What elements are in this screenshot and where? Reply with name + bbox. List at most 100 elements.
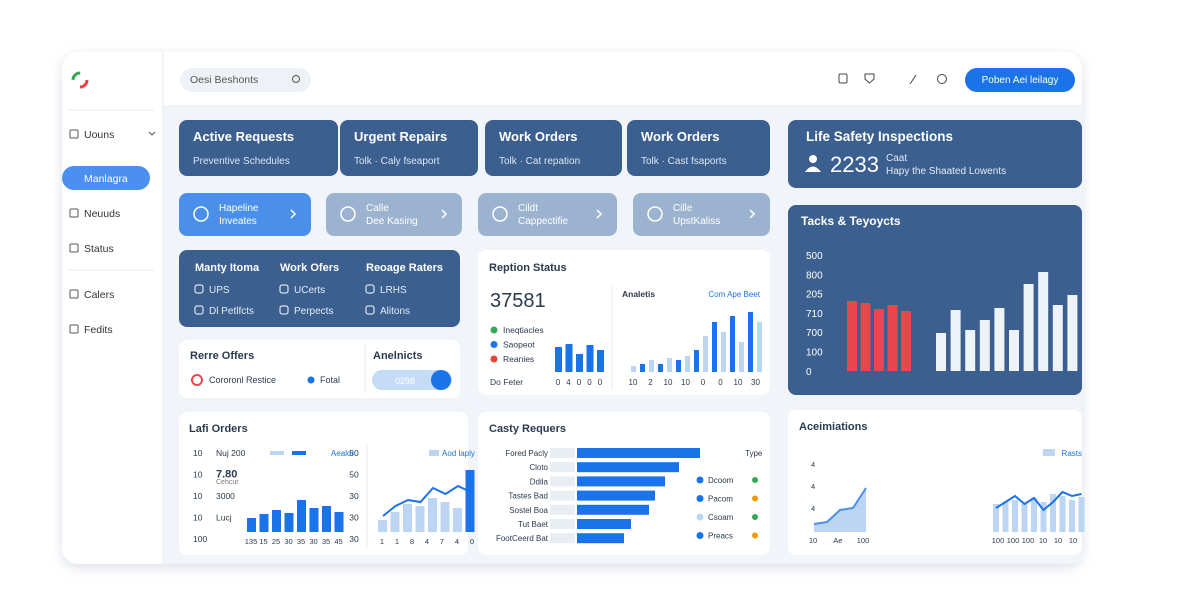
shield-icon[interactable]	[864, 73, 875, 84]
legend-label: Aod laply	[442, 449, 475, 458]
x-tick-label: 15	[259, 537, 267, 546]
big-value: 2233	[830, 152, 879, 177]
tick-label: 700	[806, 328, 823, 339]
search-icon[interactable]	[292, 75, 300, 83]
panel-title: Casty Requers	[489, 423, 566, 435]
chevron	[148, 131, 156, 136]
nav-item[interactable]: Neuuds	[84, 208, 120, 220]
action-label[interactable]: Cappectifie	[518, 216, 568, 227]
nav-active[interactable]	[62, 166, 150, 190]
bar	[874, 309, 884, 371]
action-icon	[193, 206, 209, 222]
bar	[555, 347, 562, 372]
action-label[interactable]: Cildt	[518, 203, 538, 214]
bar	[739, 342, 744, 372]
legend-swatch	[429, 450, 439, 456]
action-label[interactable]: Inveates	[219, 216, 257, 227]
x-tick-label: 100	[1007, 536, 1020, 545]
card-subtitle: Tolk · Caly fseaport	[354, 156, 440, 167]
nav-item[interactable]: Status	[84, 243, 114, 255]
bar	[640, 364, 645, 372]
nav-icon	[69, 289, 79, 299]
legend-dot	[490, 341, 498, 348]
x-tick-label: 0	[470, 537, 474, 546]
x-tick-label: 0	[556, 378, 561, 387]
action-label[interactable]: Cille	[673, 203, 693, 214]
tick-label: 0	[806, 367, 812, 378]
tick-label: 10	[193, 513, 203, 523]
legend-dot	[490, 326, 498, 334]
pill[interactable]	[372, 370, 452, 390]
x-tick-label: 10	[681, 378, 690, 387]
summary-icon	[365, 284, 375, 294]
pill-label[interactable]: 0298	[395, 376, 415, 386]
tasks-panel	[788, 205, 1082, 395]
primary-button[interactable]	[965, 68, 1075, 92]
bar	[721, 332, 726, 372]
stat-card	[627, 120, 770, 176]
x-tick-label: 1	[380, 537, 384, 546]
legend-dot	[696, 513, 704, 521]
tick-label: 30	[349, 513, 359, 523]
action-button[interactable]	[326, 193, 462, 236]
card-note: Hapy the Shaated Lowents	[886, 166, 1006, 177]
x-tick-label: 35	[297, 537, 305, 546]
panel-title: Rerre Offers	[190, 350, 254, 362]
x-tick-label: 0	[718, 378, 723, 387]
action-button[interactable]	[478, 193, 617, 236]
bar	[994, 308, 1005, 371]
action-label[interactable]: Calle	[366, 203, 389, 214]
bar-track	[550, 504, 575, 515]
button-label[interactable]: Poben Aei leilagy	[982, 75, 1059, 86]
bar	[272, 510, 281, 532]
tick-label: 710	[806, 309, 823, 320]
nav-item[interactable]: Uouns	[84, 129, 114, 141]
action-label[interactable]: Dee Kasing	[366, 216, 418, 227]
lock-icon[interactable]	[838, 73, 848, 84]
person-icon	[805, 166, 821, 172]
edit-icon[interactable]	[909, 74, 917, 85]
nav-item[interactable]: Manlagra	[84, 173, 128, 185]
legend-dot	[490, 355, 498, 363]
person-icon	[809, 155, 817, 163]
search-box[interactable]	[180, 68, 311, 92]
legend-label: Dcoom	[708, 476, 734, 485]
x-tick-label: 8	[410, 537, 414, 546]
action-label[interactable]: UpstKaliss	[673, 216, 720, 227]
chevron	[596, 209, 603, 219]
bar	[965, 330, 976, 371]
tick-label: 4	[811, 460, 815, 469]
line	[382, 484, 471, 517]
sub-title: Analetis	[622, 289, 655, 299]
bar	[658, 364, 663, 372]
action-label[interactable]: Hapeline	[219, 203, 259, 214]
chat-icon[interactable]	[937, 74, 947, 84]
bar	[685, 356, 690, 372]
bar	[565, 344, 573, 372]
bar	[428, 498, 437, 532]
card-title: Work Orders	[641, 129, 720, 144]
search-text[interactable]: Oesi Beshonts	[190, 74, 258, 86]
x-tick-label: 0	[598, 378, 603, 387]
bar	[1067, 295, 1078, 371]
row-label: Ddila	[530, 477, 549, 486]
x-tick-label: Ae	[833, 536, 842, 545]
x-tick-label: 10	[629, 378, 638, 387]
line	[813, 487, 867, 525]
action-button[interactable]	[179, 193, 311, 236]
bar	[1023, 284, 1034, 371]
nav-item[interactable]: Calers	[84, 289, 114, 301]
action-button[interactable]	[633, 193, 770, 236]
line	[995, 490, 1082, 512]
link[interactable]: Com Ape Beet	[708, 290, 760, 299]
nav-item[interactable]: Fedits	[84, 324, 113, 336]
summary-icon	[194, 305, 204, 315]
card-subtitle: Tolk · Cast fsaports	[641, 156, 727, 167]
tick-label: 800	[806, 270, 823, 281]
bar	[1031, 498, 1037, 532]
x-tick-label: 30	[751, 378, 760, 387]
bar	[577, 533, 624, 544]
bar	[577, 476, 665, 487]
